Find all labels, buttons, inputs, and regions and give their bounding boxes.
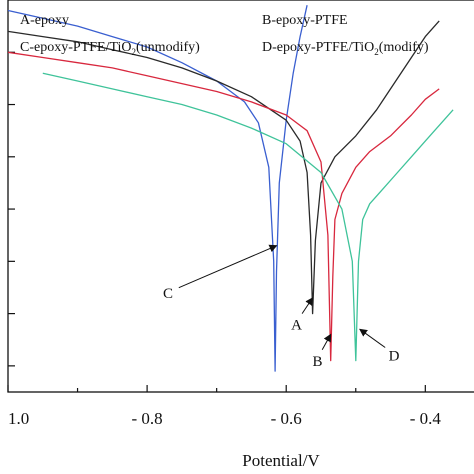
series-line-b bbox=[7, 51, 440, 362]
annotation-label-a: A bbox=[291, 317, 302, 333]
x-tick-label-2: - 0.8 bbox=[132, 409, 163, 428]
annotation-label-b: B bbox=[312, 354, 322, 370]
x-tick-label-6: - 0.4 bbox=[410, 409, 442, 428]
legend-entry-c-main: C-epoxy-PTFE/TiO bbox=[20, 40, 132, 55]
legend-entry-d-sub: 2 bbox=[374, 47, 379, 57]
series-layer bbox=[7, 5, 454, 372]
legend-entry-a: A-epoxy bbox=[20, 13, 69, 28]
legend-entry-c-suffix: (unmodify) bbox=[136, 40, 200, 55]
y-axis-ticks bbox=[8, 51, 15, 367]
annotation-arrow-b bbox=[321, 333, 332, 351]
legend-entry-d-main: D-epoxy-PTFE/TiO bbox=[262, 40, 374, 55]
x-axis-title: Potential/V bbox=[242, 451, 320, 470]
legend-entry-c: C-epoxy-PTFE/TiO2(unmodify) bbox=[20, 40, 200, 57]
legend-entry-d: D-epoxy-PTFE/TiO2(modify) bbox=[262, 40, 429, 57]
legend: A-epoxy B-epoxy-PTFE C-epoxy-PTFE/TiO2(u… bbox=[20, 13, 429, 57]
annotation-label-c: C bbox=[163, 286, 173, 302]
x-tick-label-4: - 0.6 bbox=[271, 409, 302, 428]
x-axis-ticks: 1.0 - 0.8 - 0.6 - 0.4 bbox=[7, 385, 442, 428]
plot-frame bbox=[7, 0, 474, 393]
legend-entry-d-suffix: (modify) bbox=[379, 40, 429, 55]
series-line-d bbox=[42, 72, 454, 362]
annotation-layer: C A B D bbox=[163, 244, 400, 370]
annotation-arrow-a bbox=[301, 297, 314, 314]
annotation-arrow-d bbox=[359, 328, 386, 348]
series-line-a bbox=[7, 20, 440, 315]
legend-entry-b: B-epoxy-PTFE bbox=[262, 13, 348, 28]
legend-entry-c-sub: 2 bbox=[132, 47, 137, 57]
series-line-c bbox=[7, 5, 308, 372]
annotation-arrow-c bbox=[178, 244, 278, 289]
x-tick-label-0: 1.0 bbox=[8, 409, 29, 428]
annotation-label-d: D bbox=[389, 349, 400, 365]
